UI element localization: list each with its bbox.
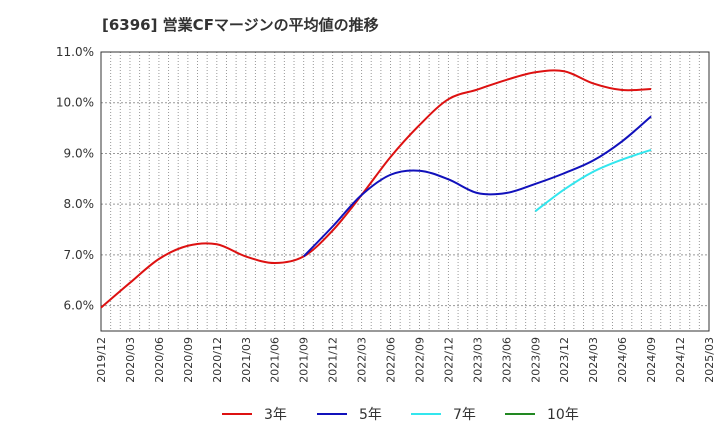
series-line-1 [302,115,652,258]
x-tick-label: 2024/12 [674,337,687,383]
x-tick-label: 2024/03 [587,337,600,383]
x-tick-label: 2021/09 [298,337,311,383]
series-line-0 [100,69,652,309]
y-tick-label: 11.0% [56,45,94,59]
x-tick-label: 2024/09 [645,337,658,383]
x-tick-label: 2022/12 [442,337,455,383]
y-tick-label: 6.0% [64,299,95,313]
x-tick-label: 2023/03 [471,337,484,383]
series-line-2 [534,148,652,213]
y-tick-label: 7.0% [64,248,95,262]
x-tick-label: 2021/06 [269,337,282,383]
legend-label-1: 5年 [359,407,382,423]
x-tick-label: 2020/12 [211,337,224,383]
legend-label-2: 7年 [453,407,476,423]
x-tick-label: 2023/06 [500,337,513,383]
y-tick-label: 10.0% [56,96,94,110]
x-tick-label: 2020/03 [124,337,137,383]
x-tick-label: 2024/06 [616,337,629,383]
x-tick-label: 2023/12 [558,337,571,383]
x-tick-label: 2020/06 [153,337,166,383]
y-tick-label: 9.0% [64,146,95,160]
legend-label-3: 10年 [547,407,579,423]
x-tick-label: 2021/12 [327,337,340,383]
x-tick-label: 2022/03 [356,337,369,383]
x-tick-label: 2022/06 [385,337,398,383]
x-tick-label: 2020/09 [182,337,195,383]
chart-title: [6396] 営業CFマージンの平均値の推移 [102,16,379,34]
x-tick-label: 2022/09 [413,337,426,383]
x-tick-label: 2023/09 [529,337,542,383]
legend-label-0: 3年 [264,407,287,423]
x-tick-label: 2021/03 [240,337,253,383]
x-tick-label: 2019/12 [95,337,108,383]
x-tick-label: 2025/03 [703,337,716,383]
y-tick-label: 8.0% [64,197,95,211]
plot-border [100,51,710,332]
plot-area [101,52,709,331]
